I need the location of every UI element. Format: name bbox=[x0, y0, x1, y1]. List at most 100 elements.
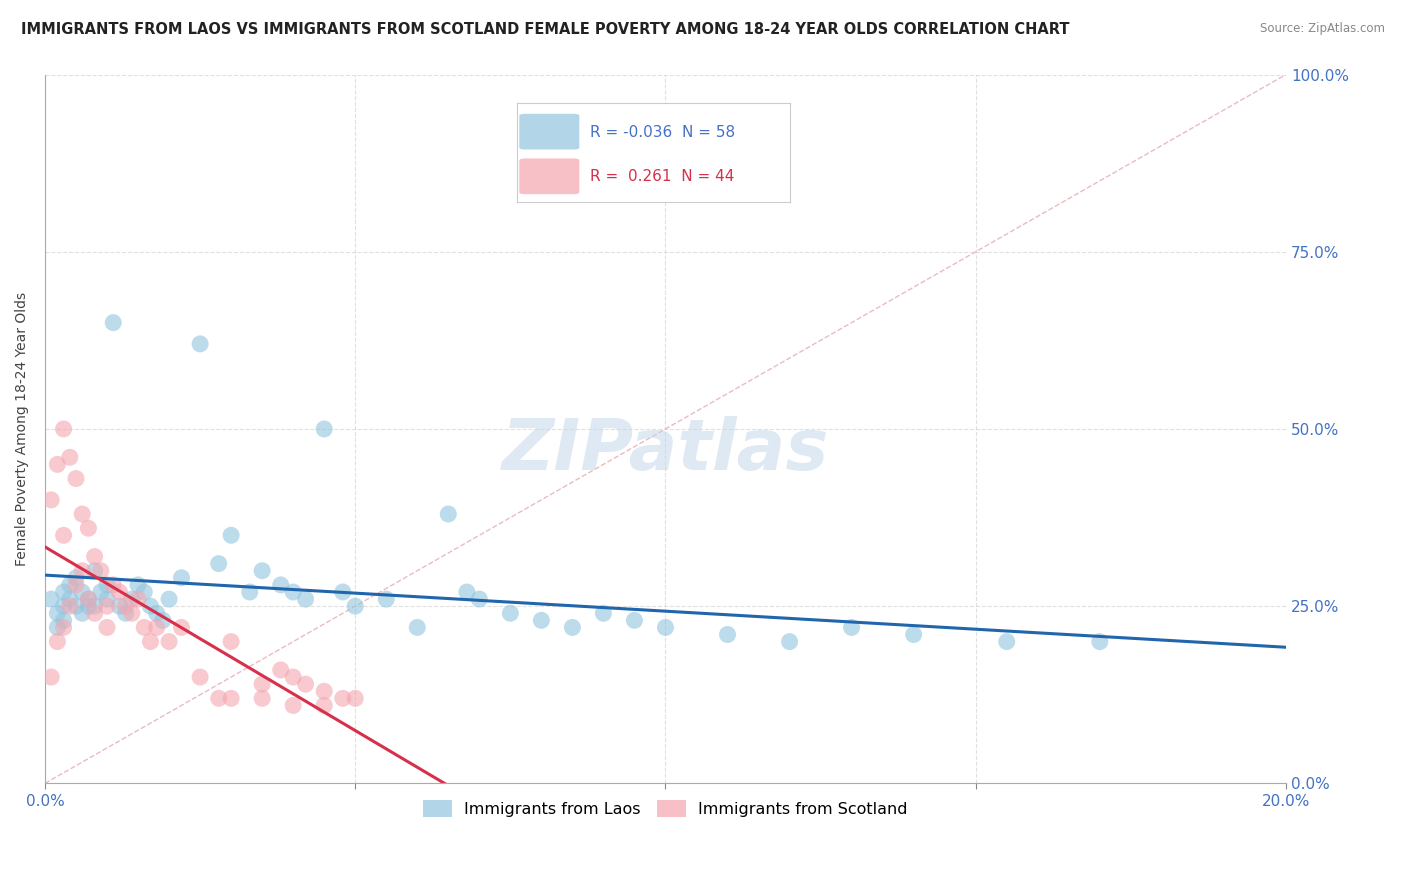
Immigrants from Laos bbox=[152, 613, 174, 627]
Immigrants from Scotland bbox=[77, 592, 100, 607]
Immigrants from Laos bbox=[208, 557, 231, 571]
Immigrants from Laos bbox=[77, 592, 100, 607]
Immigrants from Scotland bbox=[294, 677, 316, 691]
Text: ZIPatlas: ZIPatlas bbox=[502, 416, 830, 484]
Immigrants from Laos bbox=[39, 592, 62, 607]
Immigrants from Scotland bbox=[83, 549, 105, 564]
Immigrants from Laos bbox=[530, 613, 553, 627]
Immigrants from Scotland bbox=[65, 578, 87, 592]
Immigrants from Laos bbox=[468, 592, 491, 607]
Immigrants from Laos bbox=[283, 585, 305, 599]
Immigrants from Laos bbox=[70, 607, 93, 621]
Immigrants from Scotland bbox=[114, 599, 136, 614]
Immigrants from Scotland bbox=[127, 592, 149, 607]
Immigrants from Scotland bbox=[219, 691, 242, 706]
Immigrants from Scotland bbox=[59, 450, 82, 465]
Immigrants from Laos bbox=[65, 599, 87, 614]
Immigrants from Scotland bbox=[332, 691, 354, 706]
Immigrants from Laos bbox=[903, 627, 925, 641]
Immigrants from Scotland bbox=[70, 564, 93, 578]
Immigrants from Scotland bbox=[188, 670, 211, 684]
Immigrants from Laos bbox=[157, 592, 180, 607]
Immigrants from Laos bbox=[1088, 634, 1111, 648]
Immigrants from Laos bbox=[239, 585, 262, 599]
Immigrants from Laos bbox=[623, 613, 645, 627]
Immigrants from Laos bbox=[654, 620, 676, 634]
Immigrants from Laos bbox=[108, 599, 131, 614]
Immigrants from Laos bbox=[170, 571, 193, 585]
Immigrants from Scotland bbox=[145, 620, 167, 634]
Immigrants from Scotland bbox=[134, 620, 156, 634]
Immigrants from Scotland bbox=[208, 691, 231, 706]
Immigrants from Laos bbox=[83, 599, 105, 614]
Immigrants from Scotland bbox=[139, 634, 162, 648]
Immigrants from Laos bbox=[188, 337, 211, 351]
Immigrants from Scotland bbox=[170, 620, 193, 634]
Immigrants from Laos bbox=[314, 422, 336, 436]
Immigrants from Laos bbox=[270, 578, 292, 592]
Immigrants from Laos bbox=[114, 607, 136, 621]
Immigrants from Laos bbox=[96, 592, 118, 607]
Immigrants from Laos bbox=[90, 585, 112, 599]
Immigrants from Scotland bbox=[52, 620, 75, 634]
Immigrants from Scotland bbox=[39, 670, 62, 684]
Immigrants from Laos bbox=[219, 528, 242, 542]
Immigrants from Laos bbox=[456, 585, 478, 599]
Immigrants from Laos bbox=[52, 585, 75, 599]
Immigrants from Laos bbox=[561, 620, 583, 634]
Immigrants from Laos bbox=[127, 578, 149, 592]
Immigrants from Laos bbox=[332, 585, 354, 599]
Immigrants from Scotland bbox=[103, 578, 125, 592]
Immigrants from Laos bbox=[96, 578, 118, 592]
Immigrants from Laos bbox=[65, 571, 87, 585]
Immigrants from Laos bbox=[406, 620, 429, 634]
Immigrants from Scotland bbox=[70, 507, 93, 521]
Immigrants from Scotland bbox=[46, 458, 69, 472]
Immigrants from Laos bbox=[139, 599, 162, 614]
Immigrants from Scotland bbox=[121, 607, 143, 621]
Immigrants from Scotland bbox=[83, 607, 105, 621]
Immigrants from Scotland bbox=[157, 634, 180, 648]
Immigrants from Scotland bbox=[59, 599, 82, 614]
Text: IMMIGRANTS FROM LAOS VS IMMIGRANTS FROM SCOTLAND FEMALE POVERTY AMONG 18-24 YEAR: IMMIGRANTS FROM LAOS VS IMMIGRANTS FROM … bbox=[21, 22, 1070, 37]
Immigrants from Laos bbox=[592, 607, 614, 621]
Immigrants from Laos bbox=[145, 607, 167, 621]
Immigrants from Scotland bbox=[96, 599, 118, 614]
Immigrants from Laos bbox=[103, 316, 125, 330]
Immigrants from Laos bbox=[70, 585, 93, 599]
Immigrants from Laos bbox=[344, 599, 367, 614]
Immigrants from Laos bbox=[995, 634, 1018, 648]
Immigrants from Scotland bbox=[65, 472, 87, 486]
Immigrants from Laos bbox=[83, 564, 105, 578]
Immigrants from Laos bbox=[437, 507, 460, 521]
Immigrants from Laos bbox=[375, 592, 398, 607]
Immigrants from Scotland bbox=[52, 528, 75, 542]
Immigrants from Laos bbox=[779, 634, 801, 648]
Immigrants from Laos bbox=[52, 599, 75, 614]
Immigrants from Laos bbox=[121, 592, 143, 607]
Immigrants from Scotland bbox=[250, 691, 273, 706]
Immigrants from Scotland bbox=[250, 677, 273, 691]
Immigrants from Scotland bbox=[46, 634, 69, 648]
Text: Source: ZipAtlas.com: Source: ZipAtlas.com bbox=[1260, 22, 1385, 36]
Immigrants from Laos bbox=[77, 599, 100, 614]
Legend: Immigrants from Laos, Immigrants from Scotland: Immigrants from Laos, Immigrants from Sc… bbox=[415, 792, 915, 825]
Immigrants from Scotland bbox=[314, 698, 336, 713]
Immigrants from Scotland bbox=[344, 691, 367, 706]
Immigrants from Scotland bbox=[39, 492, 62, 507]
Immigrants from Laos bbox=[46, 620, 69, 634]
Immigrants from Scotland bbox=[314, 684, 336, 698]
Immigrants from Laos bbox=[59, 592, 82, 607]
Immigrants from Laos bbox=[294, 592, 316, 607]
Immigrants from Scotland bbox=[90, 564, 112, 578]
Immigrants from Laos bbox=[250, 564, 273, 578]
Immigrants from Scotland bbox=[283, 698, 305, 713]
Immigrants from Laos bbox=[499, 607, 522, 621]
Immigrants from Laos bbox=[716, 627, 738, 641]
Immigrants from Laos bbox=[52, 613, 75, 627]
Immigrants from Scotland bbox=[52, 422, 75, 436]
Immigrants from Scotland bbox=[270, 663, 292, 677]
Immigrants from Laos bbox=[46, 607, 69, 621]
Immigrants from Scotland bbox=[283, 670, 305, 684]
Immigrants from Scotland bbox=[77, 521, 100, 535]
